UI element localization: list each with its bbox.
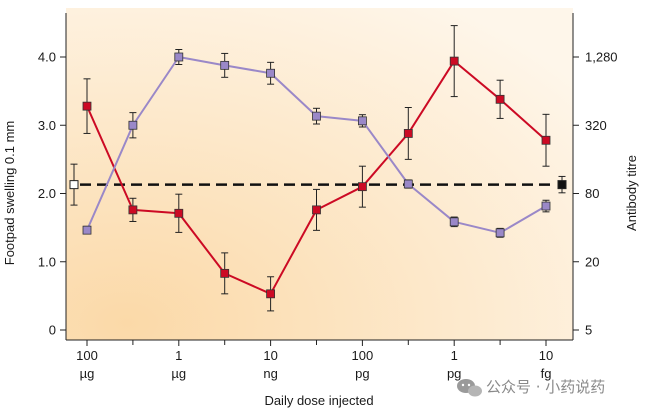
- control-marker-right: [557, 180, 567, 190]
- y-left-tick-label: 3.0: [38, 118, 56, 133]
- x-tick-unit-label: pg: [355, 366, 369, 381]
- x-tick-unit-label: pg: [447, 366, 461, 381]
- watermark-text: 公众号 · 小药说药: [486, 378, 605, 396]
- data-point-right: [449, 217, 459, 227]
- y-right-tick-label: 5: [585, 323, 592, 338]
- data-point-left: [312, 205, 321, 215]
- data-point-left: [128, 205, 138, 215]
- y-right-tick-label: 20: [585, 254, 599, 269]
- y-left-tick-label: 1.0: [38, 254, 56, 269]
- y-left-tick-label: 0: [49, 323, 56, 338]
- x-tick-label: 100: [352, 348, 374, 363]
- y-right-tick-label: 1,280: [585, 50, 618, 65]
- x-tick-unit-label: fg: [541, 366, 552, 381]
- y-right-axis-title: Antibody titre: [624, 155, 639, 231]
- data-point-right: [174, 52, 184, 62]
- data-point-left: [266, 289, 276, 299]
- data-point-left: [220, 268, 230, 278]
- data-point-left: [357, 182, 367, 192]
- data-point-right: [82, 225, 92, 235]
- labels: 0 1.0 2.0 3.0 4.0 5 20 80 320 1,280 100 µg 1 µg 10 ng 10…: [38, 50, 618, 382]
- x-tick-unit-label: µg: [171, 366, 186, 381]
- y-right-tick-label: 80: [585, 186, 599, 201]
- data-point-right: [357, 116, 367, 126]
- x-tick-label: 1: [175, 348, 182, 363]
- y-left-tick-label: 4.0: [38, 50, 56, 65]
- control-marker-left: [69, 180, 79, 190]
- data-point-right: [266, 68, 276, 78]
- data-point-left: [82, 101, 92, 111]
- x-tick-label: 10: [263, 348, 277, 363]
- data-point-right: [312, 111, 321, 121]
- x-tick-unit-label: ng: [263, 366, 277, 381]
- plot-background: [66, 8, 573, 340]
- data-point-right: [128, 120, 138, 130]
- data-point-right: [495, 228, 505, 238]
- axes: [60, 13, 579, 346]
- data-point-left: [174, 208, 184, 218]
- wechat-icon: [457, 379, 482, 397]
- data-point-left: [495, 94, 505, 104]
- x-tick-label: 1: [451, 348, 458, 363]
- x-axis-title: Daily dose injected: [264, 393, 373, 408]
- data-point-left: [403, 129, 413, 138]
- data-point-left: [449, 56, 459, 66]
- data-point-right: [403, 179, 413, 189]
- watermark: 公众号 · 小药说药: [457, 378, 605, 397]
- data-point-left: [541, 135, 551, 145]
- y-right-tick-label: 320: [585, 118, 607, 133]
- x-tick-unit-label: µg: [80, 366, 95, 381]
- series-markers: [69, 52, 567, 299]
- data-point-right: [541, 201, 551, 211]
- x-tick-label: 100: [76, 348, 98, 363]
- y-left-axis-title: Footpad swelling 0.1 mm: [2, 121, 17, 266]
- x-tick-label: 10: [539, 348, 553, 363]
- data-point-right: [220, 60, 230, 70]
- y-left-tick-label: 2.0: [38, 186, 56, 201]
